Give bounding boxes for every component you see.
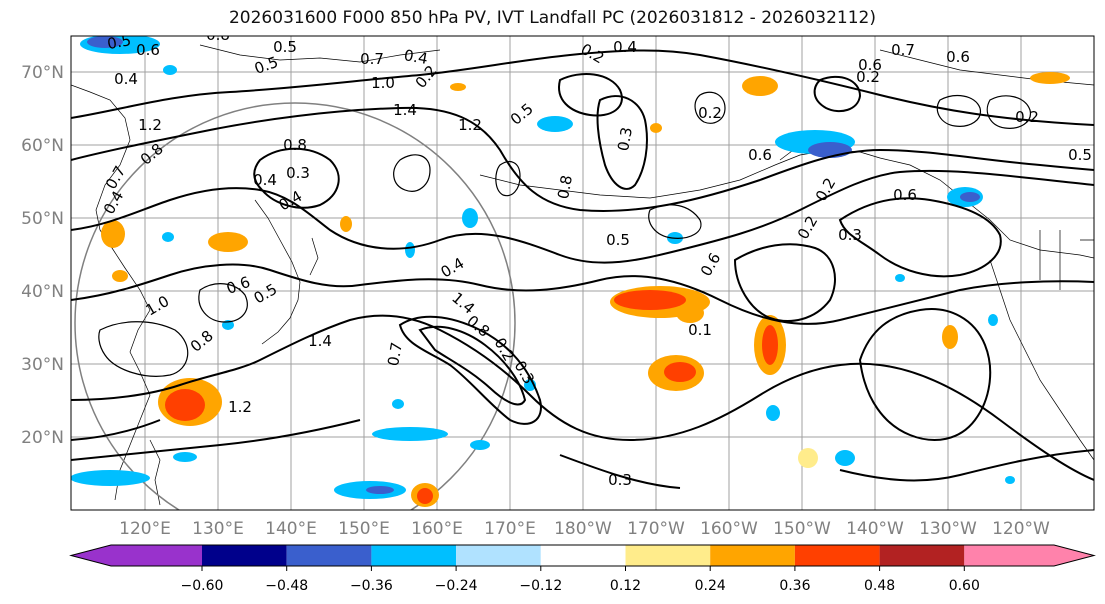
contour-label: 0.5 bbox=[273, 38, 297, 56]
colorbar-segment bbox=[625, 545, 711, 566]
contour-label: 0.8 bbox=[206, 26, 230, 44]
contour-label: 0.2 bbox=[698, 104, 722, 122]
contour-label: 0.6 bbox=[748, 146, 772, 164]
colorbar-tick-label: −0.36 bbox=[350, 578, 393, 594]
lon-tick-label: 150°E bbox=[338, 519, 390, 539]
contour-label: 0.7 bbox=[891, 41, 915, 59]
colorbar-segment bbox=[286, 545, 372, 566]
colorbar-outline bbox=[69, 544, 1096, 567]
lon-tick-label: 150°W bbox=[773, 519, 831, 539]
great-circle-ring bbox=[74, 102, 516, 510]
colorbar-tick-label: 0.24 bbox=[695, 578, 726, 594]
contour-label: 0.3 bbox=[614, 126, 636, 153]
lat-tick-label: 40°N bbox=[21, 282, 64, 302]
lon-tick-label: 170°W bbox=[627, 519, 685, 539]
lon-tick-label: 180°W bbox=[554, 519, 612, 539]
contour-label: 0.4 bbox=[253, 171, 277, 189]
contour-label: 0.5 bbox=[1068, 146, 1092, 164]
contour-label: 0.6 bbox=[858, 56, 882, 74]
positive-anomaly bbox=[101, 72, 1070, 507]
colorbar-tick-label: 0.60 bbox=[949, 578, 980, 594]
contour-label: 0.2 bbox=[856, 68, 880, 86]
contour-label: 0.1 bbox=[688, 321, 712, 339]
longitude-labels: 120°E 130°E 140°E 150°E 160°E 170°E 180°W 170°W… bbox=[119, 519, 1050, 539]
contour-label: 0.8 bbox=[554, 174, 576, 201]
lon-tick-label: 160°E bbox=[411, 519, 463, 539]
lat-tick-label: 60°N bbox=[21, 136, 64, 156]
colorbar-tick-label: −0.60 bbox=[181, 578, 224, 594]
contour-label: 1.0 bbox=[371, 74, 395, 92]
contour-label: 0.7 bbox=[360, 50, 384, 68]
contour-label: 1.2 bbox=[228, 398, 252, 416]
shaded-ivt-field bbox=[71, 36, 1070, 507]
map-title: 2026031600 F000 850 hPa PV, IVT Landfall… bbox=[228, 8, 876, 28]
contour-label: 0.4 bbox=[114, 70, 138, 88]
lon-tick-label: 140°W bbox=[846, 519, 904, 539]
contour-label: 0.3 bbox=[286, 164, 310, 182]
pv-contours bbox=[71, 49, 1094, 489]
lat-tick-label: 20°N bbox=[21, 428, 64, 448]
contour-label: 0.3 bbox=[838, 226, 862, 244]
colorbar-segment bbox=[71, 545, 202, 566]
colorbar: −0.60 −0.48 −0.36 −0.24 −0.12 0.12 0.24 0.36 0.4… bbox=[69, 544, 1096, 594]
contour-label: 0.8 bbox=[283, 136, 307, 154]
lon-tick-label: 140°E bbox=[265, 519, 317, 539]
colorbar-tick-label: −0.12 bbox=[519, 578, 562, 594]
negative-anomaly bbox=[71, 36, 1015, 499]
contour-label: 0.2 bbox=[1015, 108, 1039, 126]
contour-label: 0.3 bbox=[608, 471, 632, 489]
colorbar-tick-label: 0.48 bbox=[864, 578, 895, 594]
lon-tick-label: 120°E bbox=[119, 519, 171, 539]
lat-tick-label: 70°N bbox=[21, 63, 64, 83]
lon-tick-label: 130°W bbox=[919, 519, 977, 539]
colorbar-segment bbox=[794, 545, 880, 566]
contour-label: 1.4 bbox=[393, 101, 417, 119]
contour-label: 1.2 bbox=[458, 116, 482, 134]
lon-tick-label: 160°W bbox=[700, 519, 758, 539]
lon-tick-label: 120°W bbox=[992, 519, 1050, 539]
contour-label: 0.6 bbox=[136, 41, 160, 59]
lon-tick-label: 130°E bbox=[192, 519, 244, 539]
colorbar-segment bbox=[879, 545, 965, 566]
latitude-labels: 70°N 60°N 50°N 40°N 30°N 20°N bbox=[21, 63, 64, 448]
colorbar-segment bbox=[540, 545, 626, 566]
contour-label: 0.6 bbox=[946, 48, 970, 66]
contour-label: 0.7 bbox=[384, 341, 406, 368]
contour-label: 1.2 bbox=[138, 116, 162, 134]
lat-tick-label: 30°N bbox=[21, 355, 64, 375]
colorbar-tick-label: −0.24 bbox=[435, 578, 478, 594]
contour-label: 0.4 bbox=[403, 46, 430, 68]
colorbar-tick-label: 0.36 bbox=[779, 578, 810, 594]
contour-label: 0.5 bbox=[106, 31, 133, 53]
colorbar-tick-label: 0.12 bbox=[610, 578, 641, 594]
lon-tick-label: 170°E bbox=[484, 519, 536, 539]
colorbar-tick-label: −0.48 bbox=[265, 578, 308, 594]
colorbar-segment bbox=[371, 545, 457, 566]
colorbar-segment bbox=[456, 545, 541, 566]
contour-label: 0.4 bbox=[613, 38, 637, 56]
contour-label: 1.4 bbox=[308, 332, 332, 350]
contour-label: 0.5 bbox=[606, 231, 630, 249]
colorbar-segment bbox=[710, 545, 795, 566]
contour-label: 0.6 bbox=[893, 186, 917, 204]
lat-tick-label: 50°N bbox=[21, 209, 64, 229]
colorbar-segment bbox=[964, 545, 1094, 566]
colorbar-segment bbox=[202, 545, 287, 566]
map-frame bbox=[70, 35, 1095, 511]
